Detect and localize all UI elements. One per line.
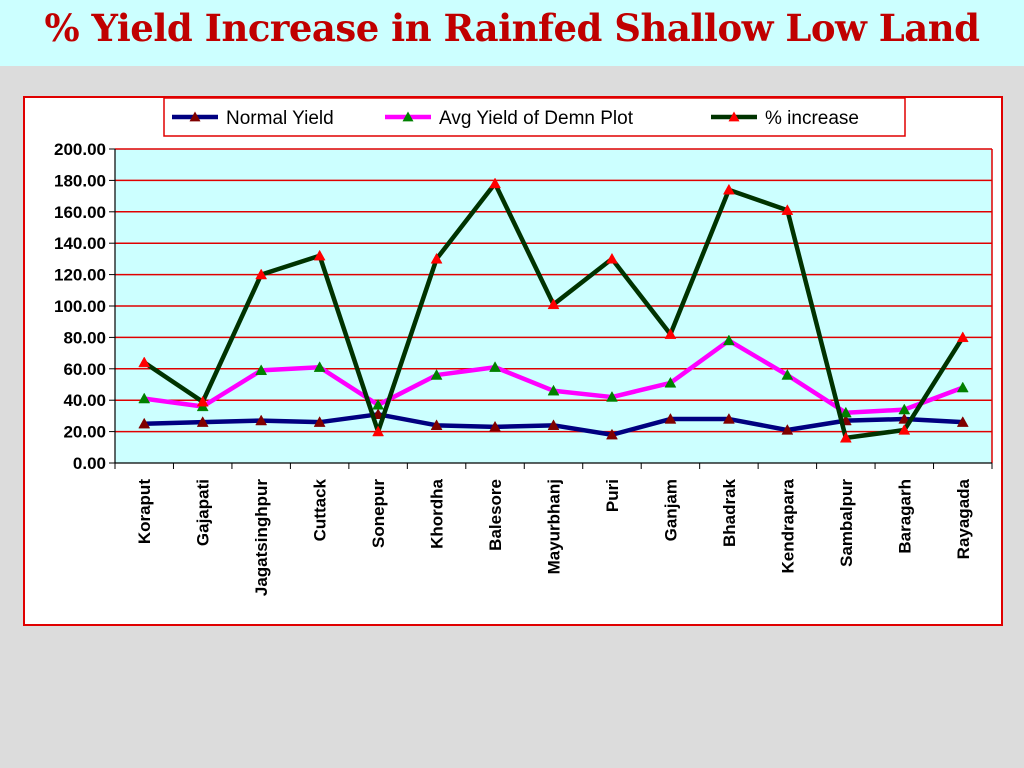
x-tick-label: Kendrapara (778, 478, 797, 573)
data-point (489, 361, 501, 372)
data-point (255, 268, 268, 280)
grid-lines (115, 148, 993, 463)
data-point (664, 328, 677, 339)
x-tick-label: Baragarh (895, 479, 914, 554)
data-point (547, 419, 560, 430)
x-tick-label: Cuttack (311, 478, 330, 541)
data-point (781, 424, 794, 435)
data-point (430, 252, 443, 264)
data-point (956, 416, 969, 427)
x-tick-label: Rayagada (954, 478, 973, 559)
data-point (781, 369, 794, 380)
data-point (781, 204, 794, 215)
legend-label: Avg Yield of Demn Plot (439, 108, 634, 129)
y-tick-label: 160.00 (54, 203, 106, 222)
data-point (313, 249, 326, 261)
data-point (664, 376, 677, 388)
x-tick-label: Sonepur (369, 479, 388, 548)
data-point (956, 381, 969, 393)
legend-marker (728, 111, 740, 122)
x-tick-label: Bhadrak (720, 478, 739, 547)
data-point (898, 424, 911, 435)
y-tick-label: 120.00 (54, 266, 106, 285)
y-tick-label: 180.00 (54, 171, 106, 190)
series-2 (138, 177, 969, 443)
series-0 (138, 408, 969, 440)
data-point (138, 392, 151, 404)
y-tick-label: 200.00 (54, 140, 106, 159)
data-point (722, 183, 735, 195)
data-point (722, 334, 735, 346)
data-point (956, 331, 969, 343)
data-point (664, 413, 677, 424)
data-point (606, 391, 618, 402)
series-1 (138, 334, 969, 418)
legend-label: Normal Yield (226, 108, 334, 129)
y-tick-label: 140.00 (54, 234, 106, 253)
x-tick-label: Mayurbhanj (545, 479, 564, 574)
y-tick-label: 40.00 (63, 391, 106, 410)
x-tick-label: Koraput (135, 479, 154, 545)
axes: 0.00 20.00 40.00 60.00 80.00 100.00 120.00 140.… (54, 140, 993, 597)
data-point (606, 428, 618, 440)
title-bar: % Yield Increase in Rainfed Shallow Low … (0, 0, 1024, 66)
data-point (547, 384, 560, 396)
y-tick-label: 80.00 (63, 328, 106, 347)
data-point (196, 395, 209, 407)
legend-label: % increase (765, 108, 859, 129)
x-tick-label: Balesore (486, 479, 505, 551)
data-point (313, 416, 326, 427)
data-point (313, 361, 326, 372)
x-tick-label: Sambalpur (837, 479, 856, 567)
data-point (898, 413, 911, 424)
data-point (839, 431, 852, 443)
page-title: % Yield Increase in Rainfed Shallow Low … (44, 6, 980, 50)
data-point (839, 406, 852, 418)
y-tick-label: 0.00 (73, 454, 106, 473)
data-point (138, 417, 151, 429)
y-tick-label: 60.00 (63, 360, 106, 379)
y-tick-label: 100.00 (54, 297, 106, 316)
x-tick-label: Jagatsinghpur (252, 479, 271, 597)
data-point (430, 369, 443, 380)
data-point (489, 420, 501, 432)
legend-marker (189, 111, 201, 122)
data-point (372, 425, 385, 437)
data-point (547, 298, 560, 310)
x-tick-label: Gajapati (194, 479, 213, 546)
data-point (489, 177, 501, 189)
legend-box (163, 97, 906, 137)
y-tick-label: 20.00 (63, 423, 106, 442)
data-point (430, 419, 443, 430)
data-point (372, 398, 385, 410)
series-layer (138, 177, 969, 443)
data-point (196, 416, 209, 427)
data-point (255, 414, 268, 426)
data-point (255, 364, 268, 376)
legend-marker (402, 111, 414, 122)
data-point (606, 252, 618, 264)
data-point (138, 356, 151, 368)
legend: Normal Yield Avg Yield of Demn Plot % incr… (163, 97, 906, 137)
x-tick-label: Khordha (428, 478, 447, 548)
data-point (722, 413, 735, 424)
data-point (898, 403, 911, 415)
x-tick-label: Puri (603, 479, 622, 512)
x-tick-label: Ganjam (661, 479, 680, 541)
